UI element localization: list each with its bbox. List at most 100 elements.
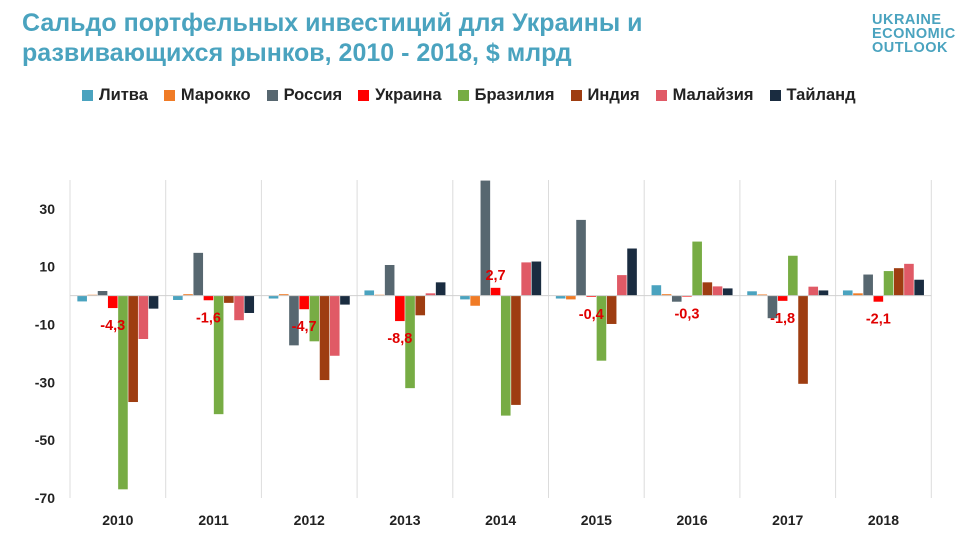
data-label: -1,6 (196, 310, 221, 326)
bar (747, 291, 757, 296)
bar (788, 255, 798, 296)
legend-swatch (163, 90, 175, 101)
data-label: -0,3 (674, 307, 699, 323)
data-label: 2,7 (485, 268, 505, 284)
bar (777, 295, 788, 301)
x-tick-label: 2015 (581, 512, 612, 528)
y-tick-label: -50 (35, 432, 55, 448)
logo-line: ECONOMIC (872, 26, 956, 42)
bar (244, 295, 255, 313)
legend-item: Украина (358, 86, 442, 105)
bar (842, 290, 853, 296)
bar (203, 295, 214, 301)
legend-item: Россия (266, 86, 343, 105)
bar (627, 248, 637, 296)
bar (531, 261, 542, 296)
bar (224, 295, 234, 303)
bar (818, 290, 829, 296)
legend-label: Тайланд (786, 86, 856, 104)
legend-label: Россия (283, 86, 343, 104)
bar (425, 293, 436, 296)
bar (329, 295, 340, 356)
legend-swatch (570, 90, 582, 101)
data-label: -1,8 (770, 311, 795, 327)
bar (566, 295, 576, 300)
bar (118, 295, 128, 490)
bar (904, 263, 914, 296)
bar (395, 295, 405, 322)
x-tick-label: 2018 (868, 512, 899, 528)
bar (460, 295, 470, 300)
logo-line: OUTLOOK (872, 40, 948, 56)
y-tick-label: 30 (39, 201, 55, 217)
brand-logo: UKRAINE ECONOMIC OUTLOOK (872, 13, 972, 56)
bar (606, 295, 617, 324)
bar (702, 282, 713, 296)
bar (596, 295, 607, 361)
legend-label: Литва (99, 86, 148, 104)
bar (435, 282, 446, 296)
legend-label: Малайзия (672, 86, 754, 104)
legend-swatch (266, 90, 278, 101)
data-label: -8,8 (387, 331, 412, 347)
bar (309, 295, 320, 342)
bar (289, 295, 299, 346)
legend-label: Индия (587, 86, 640, 104)
bar (470, 295, 480, 306)
bar (576, 219, 586, 296)
y-tick-label: -70 (35, 490, 55, 506)
legend-label: Украина (375, 86, 442, 104)
legend-item: Индия (570, 86, 640, 105)
bar (490, 287, 501, 296)
bar (213, 295, 224, 415)
bar (138, 295, 149, 339)
bar (340, 295, 350, 305)
legend-item: Бразилия (457, 86, 555, 105)
bar (319, 295, 330, 381)
bar (586, 295, 597, 297)
x-tick-label: 2012 (294, 512, 325, 528)
bar (405, 295, 415, 389)
legend-swatch (358, 90, 370, 101)
bar (893, 268, 904, 296)
legend-item: Тайланд (769, 86, 856, 105)
bar (883, 271, 894, 296)
bar (148, 295, 159, 309)
bar (511, 295, 521, 405)
bar (798, 295, 808, 384)
legend-item: Литва (82, 86, 148, 105)
bar (722, 288, 733, 296)
bar (234, 295, 244, 321)
x-tick-label: 2010 (102, 512, 133, 528)
legend-item: Малайзия (655, 86, 754, 105)
legend-swatch (82, 90, 93, 101)
legend-label: Марокко (180, 86, 251, 104)
bar (364, 290, 375, 296)
bar (278, 294, 289, 296)
legend-swatch (655, 90, 667, 101)
data-label: -2,1 (866, 312, 891, 328)
bar (661, 294, 672, 296)
bar (873, 295, 884, 302)
legend-swatch (457, 90, 469, 101)
data-label: -4,3 (100, 318, 125, 334)
bar (128, 295, 138, 403)
y-tick-label: -10 (35, 317, 55, 333)
legend-swatch (769, 90, 781, 101)
bar (757, 294, 768, 296)
bar (863, 274, 873, 296)
bar (521, 262, 531, 296)
bar (97, 291, 108, 296)
x-tick-label: 2014 (485, 512, 516, 528)
bar (415, 295, 426, 316)
legend-label: Бразилия (474, 86, 555, 104)
x-tick-label: 2011 (198, 512, 229, 528)
chart-legend: Литва Марокко Россия Украина Бразилия Индия Ма… (82, 86, 872, 105)
bar (671, 295, 682, 302)
bar (268, 295, 279, 299)
data-label: -0,4 (579, 307, 604, 323)
bar (914, 279, 924, 296)
bar (299, 295, 309, 310)
chart-title: Сальдо портфельных инвестиций для Украин… (22, 9, 643, 67)
